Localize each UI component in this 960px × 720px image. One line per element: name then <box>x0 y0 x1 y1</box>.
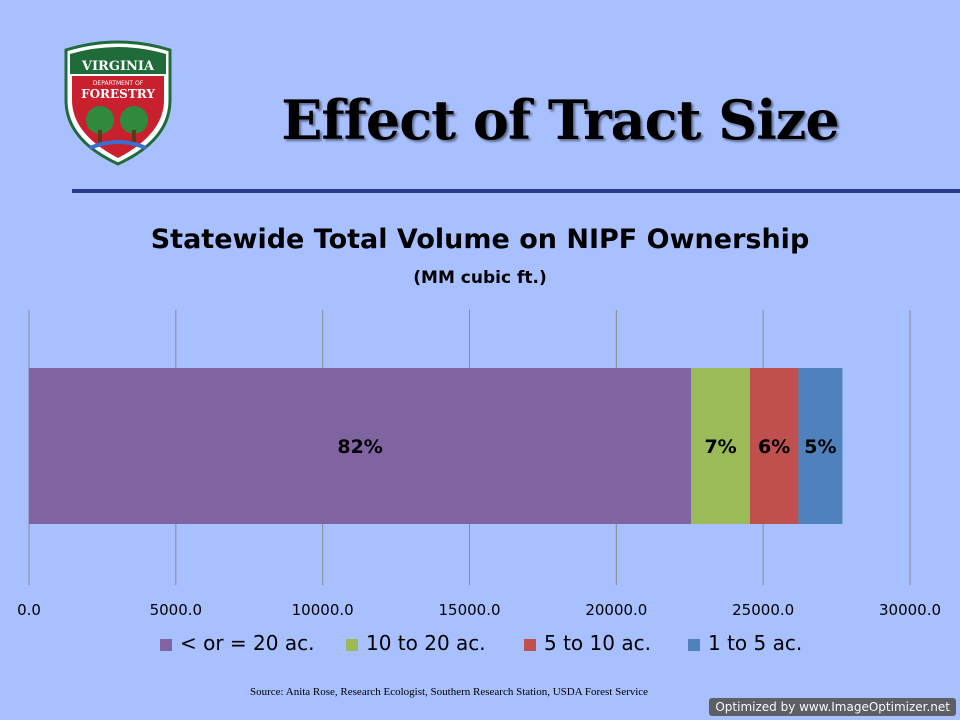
x-tick-label: 20000.0 <box>585 601 647 619</box>
chart-title: Statewide Total Volume on NIPF Ownership <box>150 224 810 255</box>
x-tick-label: 15000.0 <box>438 601 500 619</box>
legend-swatch <box>688 639 700 651</box>
legend-swatch <box>346 639 358 651</box>
watermark: Optimized by www.ImageOptimizer.net <box>709 698 956 716</box>
bar-segment <box>798 368 843 524</box>
x-tick-label: 5000.0 <box>150 601 203 619</box>
legend-label: < or = 20 ac. <box>180 631 314 655</box>
legend-label: 10 to 20 ac. <box>366 631 486 655</box>
data-label: 82% <box>337 436 382 458</box>
data-label: 7% <box>704 436 736 458</box>
data-label: 5% <box>804 436 836 458</box>
chart-subtitle: (MM cubic ft.) <box>413 268 547 288</box>
legend-swatch <box>524 639 536 651</box>
x-tick-label: 25000.0 <box>732 601 794 619</box>
legend-label: 1 to 5 ac. <box>708 631 802 655</box>
x-tick-label: 0.0 <box>17 601 41 619</box>
source-note: Source: Anita Rose, Research Ecologist, … <box>250 686 649 698</box>
bar-segment <box>749 368 799 524</box>
stacked-bar-chart: 0.0 5000.0 10000.0 15000.0 20000.0 25000.0 300… <box>17 310 941 655</box>
title-divider <box>72 189 960 193</box>
legend-swatch <box>160 639 172 651</box>
forestry-logo: VIRGINIA DEPARTMENT OF FORESTRY <box>64 40 172 166</box>
bar-segment <box>29 368 692 524</box>
data-label: 6% <box>758 436 790 458</box>
logo-top-text: VIRGINIA <box>81 59 155 74</box>
bar-segment <box>691 368 750 524</box>
legend-label: 5 to 10 ac. <box>544 631 651 655</box>
x-tick-label: 30000.0 <box>879 601 941 619</box>
logo-middle-text: DEPARTMENT OF <box>93 80 144 87</box>
slide-title: Effect of Tract Size <box>281 88 840 152</box>
x-tick-label: 10000.0 <box>292 601 354 619</box>
logo-bottom-text: FORESTRY <box>81 87 155 101</box>
